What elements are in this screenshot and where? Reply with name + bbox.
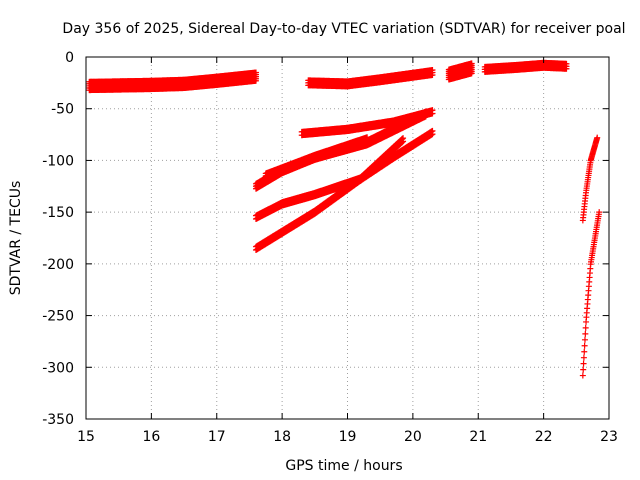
data-point [429,107,436,114]
data-point [399,135,406,142]
y-tick-label: -150 [42,205,74,221]
x-tick-label: 20 [404,429,422,445]
y-tick-label: -300 [42,360,74,376]
data-point [563,60,570,67]
data-point [581,348,588,355]
data-point [582,330,589,337]
series-arc-1 [86,69,259,94]
x-tick-label: 21 [469,429,487,445]
x-axis-title: GPS time / hours [285,458,402,474]
y-tick-label: -200 [42,257,74,273]
series-arc-5 [298,107,436,139]
x-tick-label: 18 [273,429,291,445]
series-arc-11 [579,209,603,379]
y-tick-label: 0 [65,50,74,66]
data-point [429,127,436,134]
data-point [400,135,407,142]
series-arc-9 [252,135,407,253]
data-point [581,342,588,349]
x-tick-label: 19 [339,429,357,445]
data-point [252,69,259,76]
data-point [596,209,603,216]
data-point [594,134,601,141]
y-tick-label: -350 [42,412,74,428]
x-tick-label: 23 [600,429,618,445]
series-arc-10 [579,134,601,224]
x-tick-label: 22 [535,429,553,445]
series-arc-3 [445,60,475,83]
data-point [429,67,436,74]
series-arc-4 [481,59,570,75]
y-tick-label: -50 [51,102,74,118]
data-point [468,60,475,67]
chart-title: Day 356 of 2025, Sidereal Day-to-day VTE… [62,21,625,37]
x-tick-label: 16 [142,429,160,445]
y-tick-label: -100 [42,153,74,169]
data-point [582,324,589,331]
y-axis-title: SDTVAR / TECUs [8,181,24,296]
data-point [580,360,587,367]
series-arc-7 [262,108,429,182]
x-tick-label: 15 [77,429,95,445]
data-point [579,372,586,379]
grid-layer [86,57,609,419]
series-arc-2 [305,67,436,90]
data-point [580,354,587,361]
data-layer [86,59,603,379]
data-point [581,336,588,343]
tick-layer: 15 16 17 18 19 20 21 22 23 0 -50 -100 -150 -200 -250 -3… [42,50,618,445]
data-point [422,108,429,115]
data-point [580,366,587,373]
x-tick-label: 17 [208,429,226,445]
y-tick-label: -250 [42,309,74,325]
